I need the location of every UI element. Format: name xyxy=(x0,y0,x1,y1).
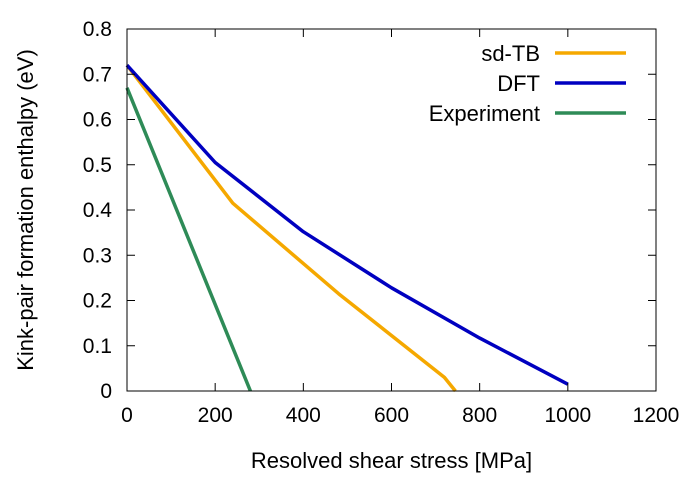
y-axis-title: Kink-pair formation enthalpy (eV) xyxy=(13,49,38,371)
series-line-experiment xyxy=(125,87,253,392)
x-tick-label: 1200 xyxy=(633,404,680,427)
x-tick-label: 400 xyxy=(286,404,321,427)
legend-label-dft: DFT xyxy=(497,71,540,96)
x-tick-label: 600 xyxy=(374,404,409,427)
tick-labels: 0 200 400 600 800 1000 1200 0 0.1 0.2 0.3 0.4 0.5 0.6… xyxy=(83,18,680,427)
y-tick-label: 0.6 xyxy=(83,109,112,132)
series-line-sd-tb xyxy=(125,64,457,393)
legend-label-sd-tb: sd-TB xyxy=(481,41,540,66)
y-tick-label: 0.4 xyxy=(83,199,113,222)
x-tick-label: 800 xyxy=(462,404,497,427)
y-tick-label: 0.3 xyxy=(83,244,112,267)
legend-label-experiment: Experiment xyxy=(429,101,540,126)
x-tick-label: 1000 xyxy=(544,404,591,427)
y-tick-label: 0.1 xyxy=(83,335,112,358)
y-tick-label: 0.2 xyxy=(83,290,112,313)
x-tick-label: 200 xyxy=(198,404,233,427)
y-tick-label: 0.8 xyxy=(83,18,112,41)
x-tick-label: 0 xyxy=(121,404,133,427)
plot-lines xyxy=(125,64,569,393)
series-line-dft xyxy=(125,64,569,386)
legend: sd-TB DFT Experiment xyxy=(429,41,626,126)
y-tick-label: 0.5 xyxy=(83,154,112,177)
y-tick-label: 0 xyxy=(100,380,112,403)
y-tick-label: 0.7 xyxy=(83,63,112,86)
x-axis-title: Resolved shear stress [MPa] xyxy=(251,448,532,473)
axis-ticks xyxy=(126,28,657,392)
